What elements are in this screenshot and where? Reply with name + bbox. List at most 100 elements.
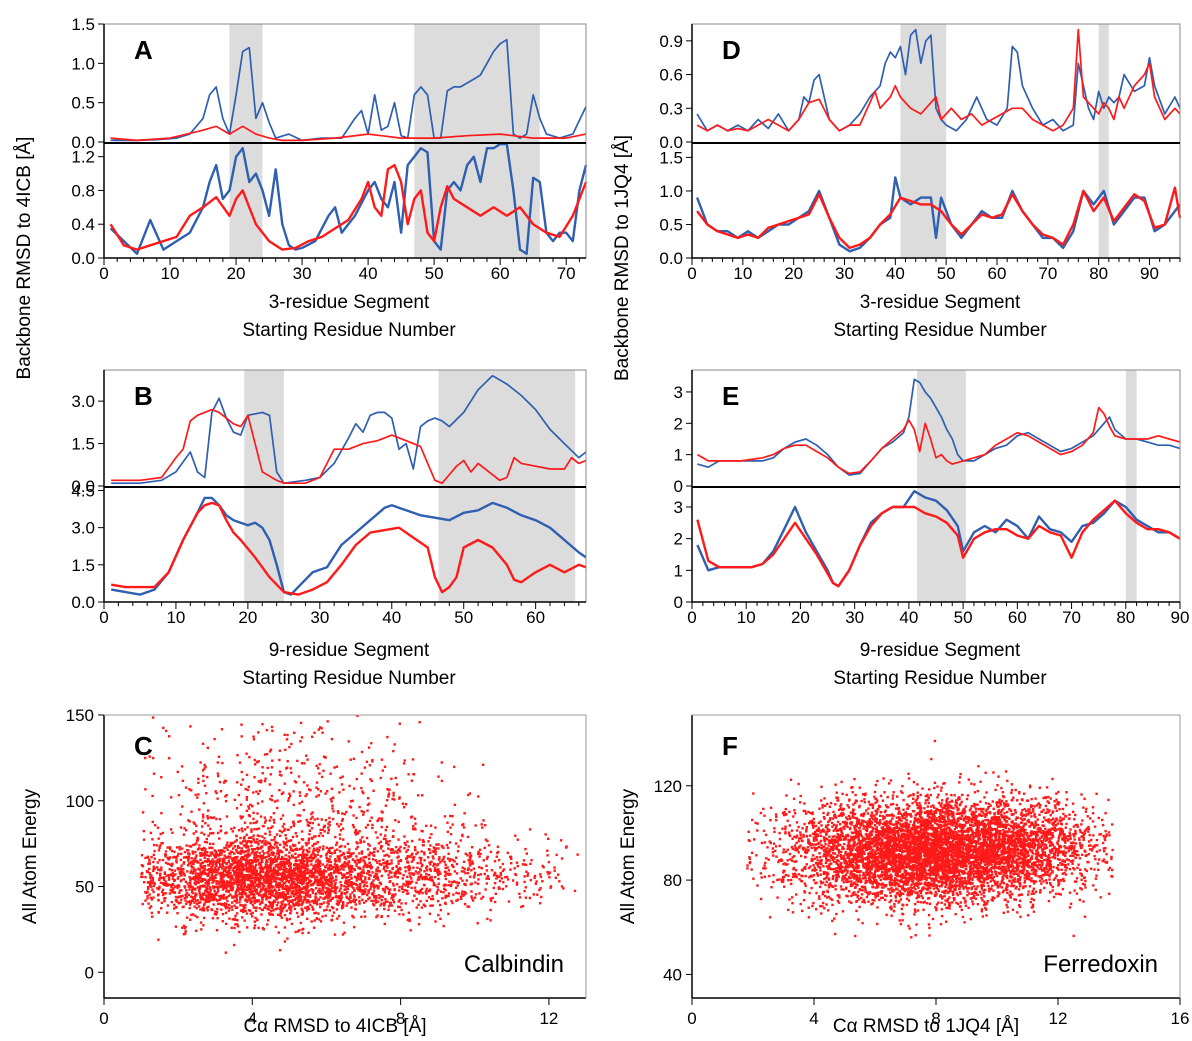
scatter-point [207,809,210,812]
scatter-point [253,853,256,856]
scatter-point [202,871,205,874]
scatter-point [212,895,215,898]
scatter-point [376,836,379,839]
scatter-point [263,852,266,855]
scatter-point [290,900,293,903]
scatter-point [386,862,389,865]
scatter-point [206,817,209,820]
scatter-point [148,861,151,864]
scatter-point [247,875,250,878]
scatter-point [194,850,197,854]
scatter-point [407,911,410,914]
scatter-point [331,817,335,821]
scatter-point [325,856,328,859]
scatter-point [368,861,371,865]
scatter-point [170,869,174,872]
scatter-point [268,830,271,833]
scatter-point [221,849,225,853]
scatter-point [516,838,519,841]
scatter-point [213,737,216,741]
scatter-point [239,909,243,912]
scatter-point [268,875,271,879]
scatter-point [427,896,431,899]
scatter-point [290,890,294,893]
scatter-point [394,776,397,780]
scatter-point [342,868,345,871]
scatter-point [365,881,368,884]
scatter-point [401,885,404,888]
scatter-point [443,887,446,890]
scatter-point [171,877,175,880]
scatter-point [181,779,185,782]
scatter-point [386,887,390,890]
scatter-point [343,873,346,876]
scatter-point [946,898,950,901]
scatter-point [255,888,258,892]
scatter-point [320,727,323,730]
scatter-point [267,905,270,908]
scatter-point [261,896,264,899]
scatter-point [340,884,343,888]
scatter-point [391,848,394,852]
scatter-point [1010,884,1013,888]
scatter-point [406,840,409,843]
scatter-point [524,863,528,866]
scatter-point [430,833,433,836]
scatter-point [405,857,408,860]
scatter-point [313,864,317,868]
scatter-point [305,793,309,796]
scatter-point [256,847,260,850]
scatter-point [410,860,414,863]
scatter-point [406,860,409,863]
scatter-point [302,860,305,863]
scatter-point [394,893,397,896]
scatter-point [215,913,218,916]
x-axis-label-line2: Starting Residue Number [242,668,456,689]
scatter-point [215,880,219,883]
scatter-point [202,816,205,819]
scatter-point [407,880,410,884]
scatter-point [243,882,246,885]
series-line-red [696,499,1181,588]
scatter-point [149,831,153,835]
scatter-point [238,871,241,874]
scatter-point [420,850,423,853]
scatter-point [342,838,345,841]
scatter-point [392,749,395,753]
scatter-point [189,877,192,880]
scatter-point [407,883,410,886]
scatter-point [328,858,331,861]
scatter-point [345,810,348,814]
scatter-point [478,848,482,851]
scatter-point [328,820,331,824]
scatter-point [212,831,215,835]
scatter-point [386,799,389,802]
scatter-point [259,815,263,818]
scatter-point [170,900,173,904]
scatter-point [203,909,206,912]
scatter-point [220,908,223,911]
scatter-point [867,800,871,803]
scatter-point [169,863,172,866]
scatter-point [225,880,229,883]
scatter-point [152,772,156,775]
scatter-point [347,851,350,854]
scatter-point [313,881,316,884]
scatter-point [305,872,309,875]
scatter-point [219,897,222,901]
scatter-point [317,849,321,852]
scatter-point [348,883,351,887]
scatter-point [495,874,499,877]
scatter-point [314,911,318,914]
scatter-point [432,882,436,885]
scatter-point [993,864,997,867]
scatter-point [386,900,389,903]
scatter-point [339,881,342,884]
scatter-point [419,867,422,871]
scatter-point [405,880,408,883]
scatter-point [259,864,263,867]
scatter-point [229,863,232,867]
scatter-point [186,882,189,885]
scatter-point [378,897,381,900]
scatter-point [217,898,221,902]
